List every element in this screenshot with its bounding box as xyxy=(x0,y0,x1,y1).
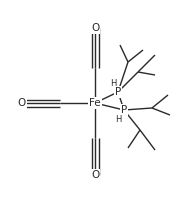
Text: Fe: Fe xyxy=(89,98,101,108)
Text: O: O xyxy=(91,170,99,180)
Text: H: H xyxy=(110,78,116,88)
Text: H: H xyxy=(115,116,121,124)
Text: P: P xyxy=(115,87,121,97)
Text: P: P xyxy=(121,105,127,115)
Text: O: O xyxy=(18,98,26,108)
Text: O: O xyxy=(91,23,99,33)
